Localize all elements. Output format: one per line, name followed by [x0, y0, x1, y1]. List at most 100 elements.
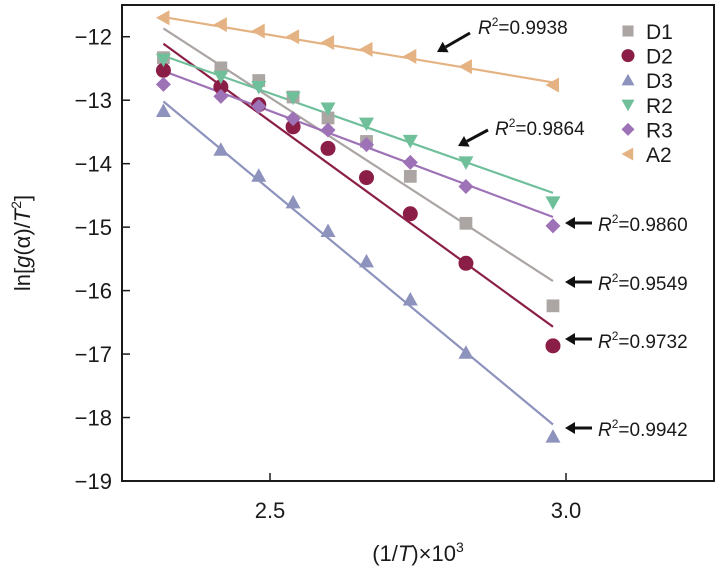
legend-label-d3: D3 — [646, 70, 673, 93]
point-a2 — [251, 23, 265, 39]
r2-label-a2: R2=0.9938 — [478, 15, 568, 39]
point-r2 — [155, 53, 171, 68]
r2-label-r2: R2=0.9864 — [495, 116, 585, 140]
point-r2 — [213, 70, 229, 85]
y-tick-label: −18 — [75, 406, 112, 431]
y-tick-label: −15 — [75, 215, 112, 240]
x-axis-label: (1/T)×103 — [372, 539, 464, 566]
r2-label-r3: R2=0.9860 — [598, 212, 688, 236]
fit-line-r2 — [163, 54, 554, 194]
y-tick-label: −12 — [75, 25, 112, 50]
arrowhead-a2 — [437, 41, 449, 53]
arrowhead-d3 — [565, 422, 575, 434]
point-d1 — [403, 169, 417, 183]
legend-marker-r2 — [621, 99, 635, 112]
point-d3 — [358, 253, 374, 268]
point-r3 — [320, 122, 336, 138]
y-tick-label: −13 — [75, 88, 112, 113]
y-tick-label: −14 — [75, 152, 112, 177]
legend-label-a2: A2 — [646, 144, 672, 167]
legend-label-r3: R3 — [646, 119, 673, 142]
point-r3 — [213, 88, 229, 104]
legend-marker-a2 — [621, 147, 634, 161]
legend-label-d2: D2 — [646, 46, 673, 69]
fit-lines — [162, 15, 554, 426]
point-d2 — [458, 255, 474, 271]
point-r2 — [358, 117, 374, 132]
legend-marker-d2 — [621, 49, 635, 63]
point-r3 — [155, 76, 171, 92]
point-d2 — [213, 79, 229, 95]
point-d2 — [155, 62, 171, 78]
point-d3 — [320, 223, 336, 237]
legend-marker-d3 — [621, 73, 635, 86]
point-d3 — [251, 168, 267, 182]
point-r3 — [402, 154, 418, 170]
point-r2 — [458, 156, 474, 170]
y-axis-label: ln[g(α)/T2] — [8, 195, 35, 291]
x-axis: 2.5 3.0 — [255, 473, 582, 523]
legend-marker-r3 — [621, 122, 635, 136]
fit-line-d2 — [162, 42, 554, 328]
point-d3 — [213, 142, 229, 156]
y-axis: −12 −13 −14 −15 −16 −17 −18 −19 — [75, 25, 130, 494]
point-r2 — [545, 196, 561, 210]
point-r2 — [402, 134, 418, 149]
point-a2 — [402, 48, 417, 64]
data-points — [155, 10, 561, 443]
arrowhead-d2 — [565, 333, 575, 345]
point-r2 — [251, 80, 267, 95]
arrowhead-d1 — [565, 276, 575, 288]
point-r3 — [251, 99, 267, 115]
plot-frame — [121, 4, 715, 482]
point-d2 — [358, 170, 374, 186]
point-a2 — [320, 34, 335, 50]
point-r2 — [320, 102, 336, 116]
point-d3 — [545, 429, 561, 443]
y-tick-label: −19 — [75, 469, 112, 494]
point-a2 — [545, 77, 559, 93]
legend-marker-d1 — [622, 25, 634, 37]
legend-label-d1: D1 — [646, 21, 673, 44]
y-tick-label: −17 — [75, 342, 112, 367]
point-r3 — [545, 218, 561, 234]
fit-line-r3 — [163, 69, 554, 219]
r2-label-d1: R2=0.9549 — [598, 271, 688, 295]
point-d3 — [155, 103, 171, 117]
point-d3 — [458, 345, 474, 359]
arrow-a2 — [444, 31, 471, 49]
point-a2 — [285, 29, 300, 45]
point-a2 — [358, 41, 373, 57]
x-tick-label: 2.5 — [255, 498, 286, 523]
point-d1 — [546, 299, 560, 313]
r2-label-d3: R2=0.9942 — [598, 417, 688, 441]
point-d2 — [545, 338, 561, 354]
point-a2 — [155, 10, 170, 26]
y-tick-label: −16 — [75, 279, 112, 304]
point-d2 — [402, 206, 418, 222]
point-d1 — [321, 111, 335, 125]
point-d2 — [320, 140, 336, 156]
fit-line-d1 — [162, 27, 554, 283]
point-d3 — [402, 291, 418, 306]
point-d3 — [285, 194, 301, 209]
arrow-r2 — [466, 128, 489, 143]
arrowhead-r2 — [458, 136, 470, 147]
legend-label-r2: R2 — [646, 95, 673, 118]
arrowhead-r3 — [565, 217, 575, 229]
x-tick-label: 3.0 — [551, 498, 582, 523]
point-r3 — [358, 137, 374, 153]
point-r3 — [458, 179, 474, 195]
r2-label-d2: R2=0.9732 — [598, 329, 688, 353]
point-a2 — [213, 17, 227, 33]
point-a2 — [458, 59, 472, 75]
point-d2 — [285, 119, 301, 135]
fit-line-a2 — [163, 15, 554, 84]
fit-line-d3 — [162, 100, 554, 426]
point-r2 — [285, 91, 301, 106]
point-r3 — [285, 111, 301, 127]
point-d1 — [459, 216, 473, 230]
r2-annotations: R2=0.9938 R2=0.9864 R2=0.9860 R2=0.9549 R2=0… — [437, 15, 688, 441]
